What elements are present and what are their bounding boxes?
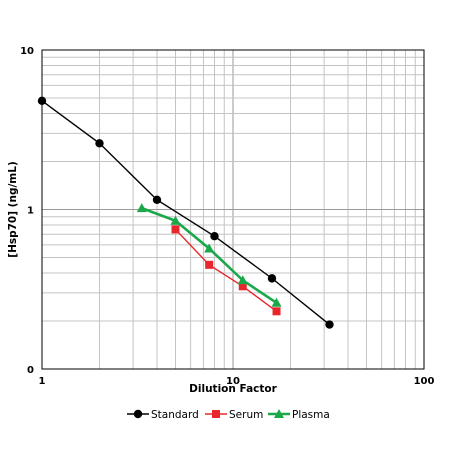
serum-point [205, 260, 214, 269]
legend-plasma-marker [274, 409, 284, 418]
plasma-point [136, 203, 147, 213]
standard-point [267, 274, 277, 283]
standard-point [210, 232, 219, 241]
series-plasma [136, 203, 282, 307]
serum-line [174, 228, 277, 312]
standard-point [37, 96, 47, 106]
series [37, 96, 334, 329]
legend-standard-marker [133, 409, 143, 419]
plot-frame [41, 49, 425, 370]
legend: Standard Serum Plasma [127, 409, 330, 421]
serum-point [238, 282, 247, 291]
y-tick-label: 10 [20, 46, 34, 57]
plasma-line [141, 206, 278, 304]
legend-serum-marker [212, 410, 220, 418]
plasma-point [237, 275, 248, 285]
y-tick-label: 1 [27, 206, 34, 217]
plasma-point [204, 243, 215, 253]
x-tick-label: 10 [226, 376, 240, 387]
plasma-point [271, 297, 282, 307]
standard-line [41, 100, 330, 326]
plasma-point [170, 215, 181, 225]
x-tick-label: 100 [414, 376, 435, 387]
legend-plasma-label: Plasma [292, 409, 330, 421]
series-serum [171, 225, 281, 316]
standard-point [95, 139, 104, 148]
serum-point [171, 225, 180, 234]
x-axis-title: Dilution Factor [189, 383, 277, 395]
x-tick-label: 1 [39, 376, 46, 387]
legend-serum-label: Serum [229, 409, 263, 421]
standard-point [325, 320, 334, 329]
standard-point [152, 195, 162, 205]
y-tick-label: 0 [27, 365, 34, 376]
serum-point [272, 307, 281, 316]
series-standard [37, 96, 334, 329]
legend-standard-label: Standard [151, 409, 199, 421]
y-axis-title: [Hsp70] (ng/mL) [7, 161, 19, 257]
grid [42, 50, 424, 369]
